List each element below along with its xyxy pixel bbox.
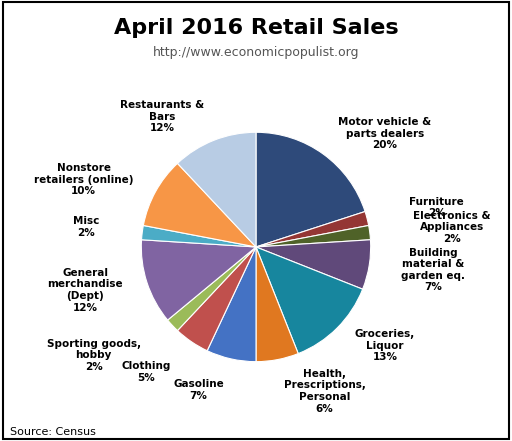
Text: Restaurants &
Bars
12%: Restaurants & Bars 12% bbox=[120, 100, 204, 134]
Wedge shape bbox=[256, 212, 369, 247]
Wedge shape bbox=[141, 240, 256, 320]
Wedge shape bbox=[256, 240, 371, 289]
Wedge shape bbox=[256, 225, 371, 247]
Text: Groceries,
Liquor
13%: Groceries, Liquor 13% bbox=[355, 329, 415, 363]
Text: http://www.economicpopulist.org: http://www.economicpopulist.org bbox=[153, 46, 359, 59]
Text: Electronics &
Appliances
2%: Electronics & Appliances 2% bbox=[413, 210, 490, 244]
Text: Sporting goods,
hobby
2%: Sporting goods, hobby 2% bbox=[47, 339, 141, 372]
Wedge shape bbox=[256, 132, 365, 247]
Text: Gasoline
7%: Gasoline 7% bbox=[173, 379, 224, 401]
Wedge shape bbox=[178, 132, 256, 247]
Wedge shape bbox=[178, 247, 256, 351]
Text: Misc
2%: Misc 2% bbox=[73, 217, 99, 238]
Wedge shape bbox=[256, 247, 362, 354]
Text: Building
material &
garden eq.
7%: Building material & garden eq. 7% bbox=[401, 247, 465, 292]
Text: Source: Census: Source: Census bbox=[10, 426, 96, 437]
Text: Health,
Prescriptions,
Personal
6%: Health, Prescriptions, Personal 6% bbox=[284, 369, 366, 414]
Text: Nonstore
retailers (online)
10%: Nonstore retailers (online) 10% bbox=[34, 163, 134, 196]
Wedge shape bbox=[256, 247, 298, 362]
Wedge shape bbox=[207, 247, 256, 362]
Wedge shape bbox=[143, 163, 256, 247]
Wedge shape bbox=[167, 247, 256, 331]
Text: Motor vehicle &
parts dealers
20%: Motor vehicle & parts dealers 20% bbox=[338, 117, 432, 150]
Text: April 2016 Retail Sales: April 2016 Retail Sales bbox=[114, 18, 398, 37]
Text: Clothing
5%: Clothing 5% bbox=[121, 361, 171, 383]
Text: General
merchandise
(Dept)
12%: General merchandise (Dept) 12% bbox=[47, 268, 123, 313]
Text: Furniture
2%: Furniture 2% bbox=[409, 197, 464, 218]
Wedge shape bbox=[141, 225, 256, 247]
